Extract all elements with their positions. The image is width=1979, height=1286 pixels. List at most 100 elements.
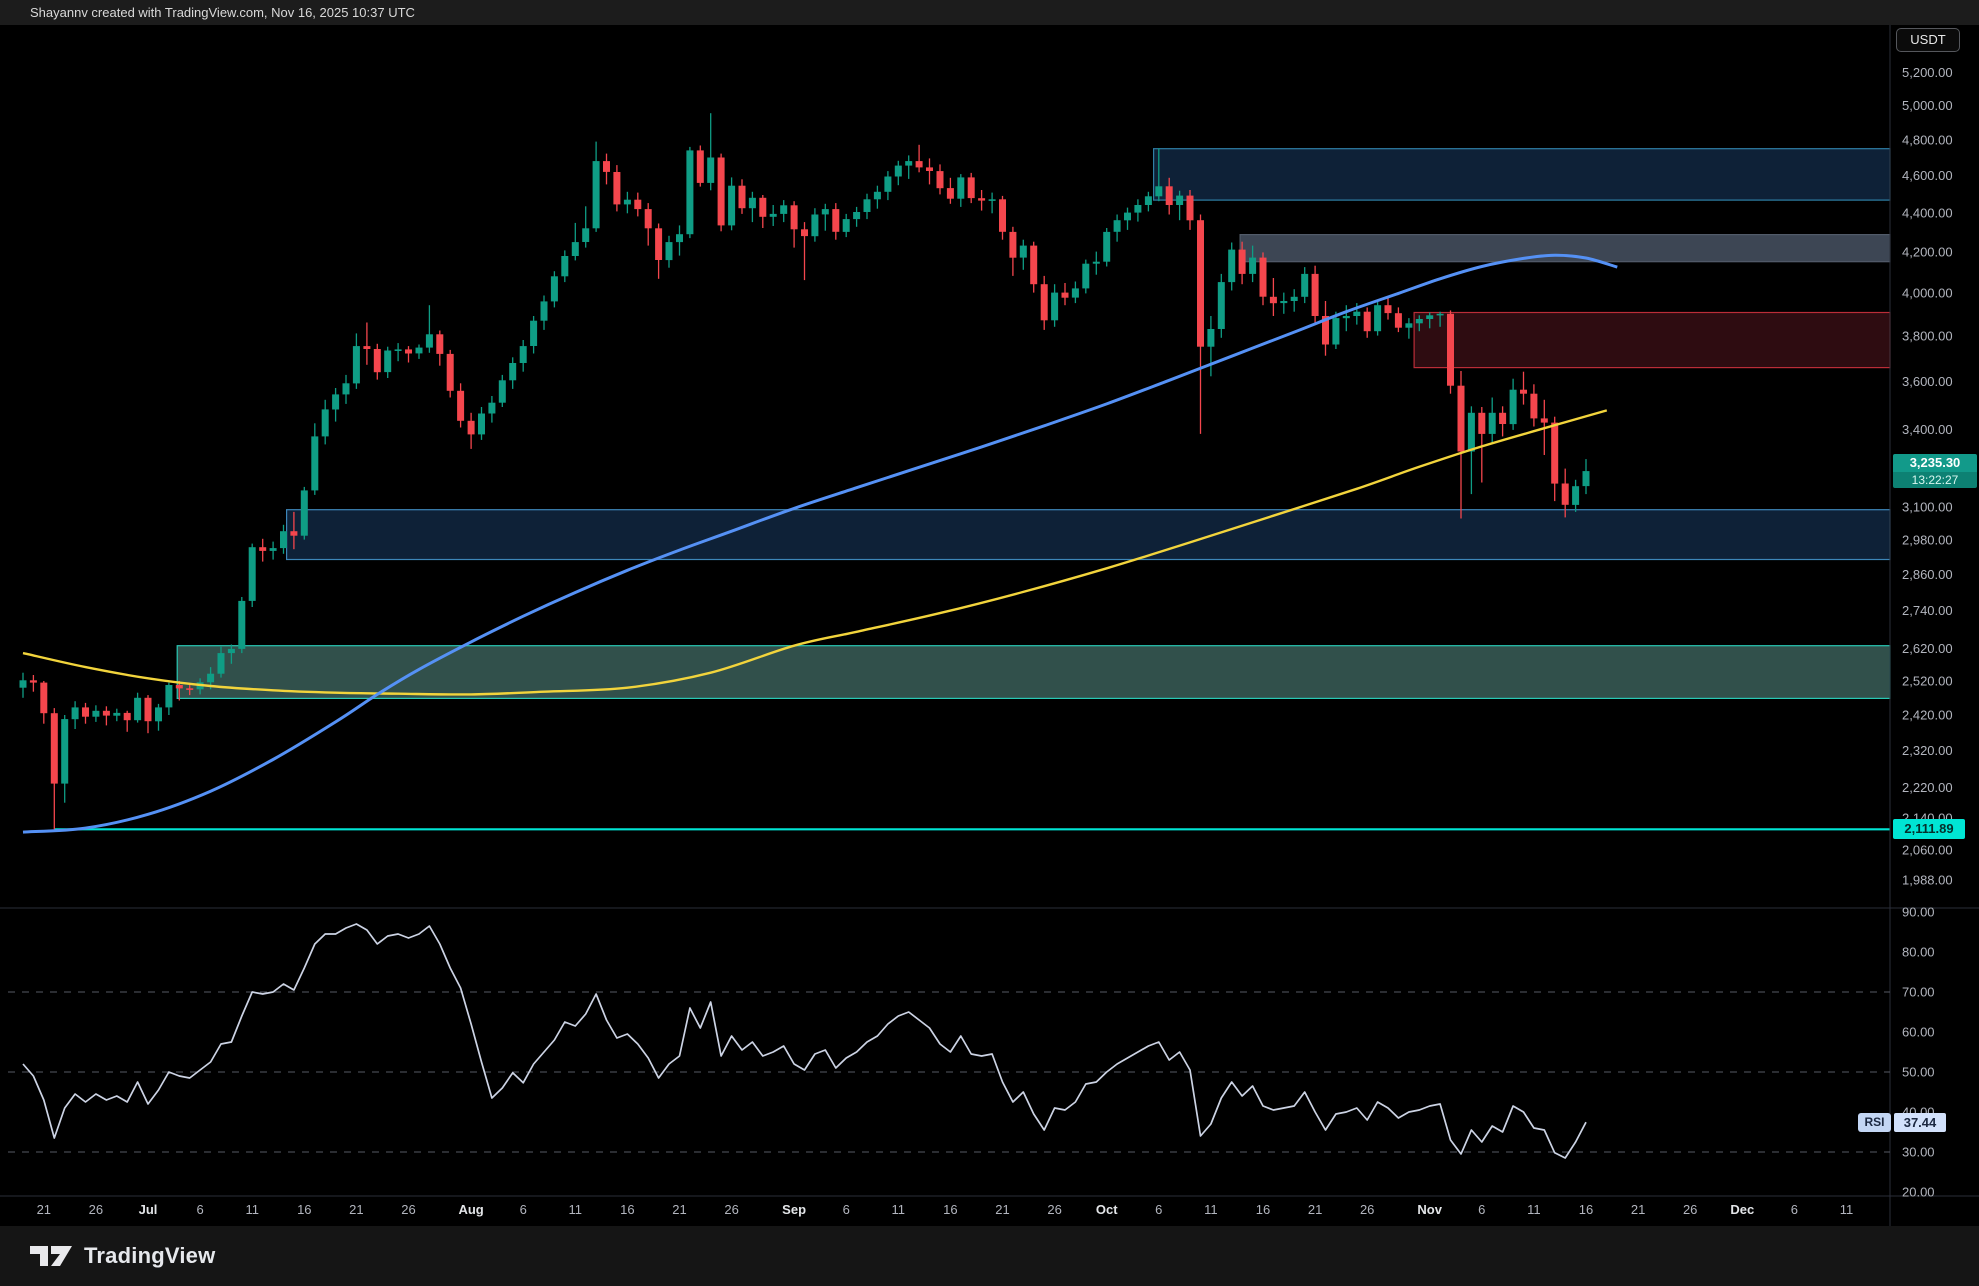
candle bbox=[186, 688, 194, 690]
price-zones[interactable] bbox=[176, 148, 1891, 700]
svg-text:11: 11 bbox=[892, 1202, 906, 1217]
svg-text:3,600.00: 3,600.00 bbox=[1902, 374, 1953, 389]
svg-text:2,980.00: 2,980.00 bbox=[1902, 533, 1953, 548]
zone-resistance-red bbox=[1413, 311, 1891, 369]
currency-toggle-button[interactable]: USDT bbox=[1896, 28, 1960, 52]
svg-text:26: 26 bbox=[1047, 1202, 1061, 1217]
candle bbox=[50, 713, 58, 784]
svg-text:21: 21 bbox=[349, 1202, 363, 1217]
time-axis[interactable]: 21 26 Jul 6 11 16 21 26 Aug 6 11 16 21 26 Sep 6 11 16 21 26… bbox=[37, 1202, 1854, 1217]
svg-text:90.00: 90.00 bbox=[1902, 905, 1935, 920]
candle bbox=[582, 228, 590, 242]
candle bbox=[227, 648, 235, 654]
svg-text:2,060.00: 2,060.00 bbox=[1902, 843, 1953, 858]
candle bbox=[1134, 205, 1142, 213]
attribution-text: Shayannv created with TradingView.com, N… bbox=[30, 5, 415, 20]
candle bbox=[113, 712, 121, 716]
candle bbox=[530, 320, 538, 346]
tradingview-brand-text[interactable]: TradingView bbox=[84, 1243, 216, 1268]
svg-text:6: 6 bbox=[843, 1202, 850, 1217]
candle bbox=[1197, 220, 1204, 347]
candle bbox=[1030, 245, 1038, 285]
svg-text:70.00: 70.00 bbox=[1902, 985, 1935, 1000]
candle bbox=[1301, 273, 1309, 297]
candle bbox=[1561, 483, 1569, 505]
candle bbox=[1551, 422, 1559, 484]
candle bbox=[821, 209, 829, 215]
svg-text:Dec: Dec bbox=[1730, 1202, 1754, 1217]
candle bbox=[717, 157, 725, 226]
rsi-indicator-label[interactable]: RSI bbox=[1858, 1113, 1891, 1132]
candle bbox=[1509, 389, 1517, 425]
svg-text:3,100.00: 3,100.00 bbox=[1902, 500, 1953, 515]
candle bbox=[592, 161, 600, 229]
candle bbox=[1488, 412, 1496, 434]
svg-text:5,200.00: 5,200.00 bbox=[1902, 65, 1953, 80]
candle bbox=[134, 697, 142, 721]
candle bbox=[82, 707, 89, 717]
candle bbox=[946, 188, 954, 199]
candle bbox=[1572, 486, 1580, 505]
zone-support-teal bbox=[176, 645, 1891, 700]
candle bbox=[571, 242, 579, 256]
candle bbox=[92, 710, 100, 717]
candle bbox=[894, 165, 902, 177]
rsi-value-axis-label: 37.44 bbox=[1894, 1113, 1946, 1132]
svg-text:4,400.00: 4,400.00 bbox=[1902, 205, 1953, 220]
candle bbox=[29, 680, 37, 683]
footer-bar: TradingView bbox=[0, 1226, 1979, 1286]
candle bbox=[1040, 284, 1048, 321]
candle bbox=[1499, 412, 1507, 424]
zone-resistance-upper-blue bbox=[1152, 148, 1891, 201]
candle bbox=[102, 710, 110, 716]
svg-text:21: 21 bbox=[672, 1202, 686, 1217]
tradingview-logo-icon[interactable] bbox=[28, 1241, 74, 1271]
bar-countdown: 13:22:27 bbox=[1893, 472, 1977, 488]
rsi-line bbox=[22, 923, 1587, 1159]
candle bbox=[1249, 257, 1257, 274]
svg-text:30.00: 30.00 bbox=[1902, 1145, 1935, 1160]
candle bbox=[1447, 313, 1454, 386]
candle bbox=[978, 198, 986, 201]
attribution-bar: Shayannv created with TradingView.com, N… bbox=[0, 0, 1979, 25]
ma-yellow-line[interactable] bbox=[22, 409, 1608, 696]
svg-text:2,320.00: 2,320.00 bbox=[1902, 743, 1953, 758]
candle bbox=[1478, 412, 1486, 434]
candle bbox=[1051, 292, 1059, 321]
svg-text:26: 26 bbox=[1683, 1202, 1697, 1217]
zone-support-mid-blue bbox=[286, 509, 1891, 561]
candle bbox=[123, 712, 131, 721]
candle bbox=[1269, 296, 1277, 304]
svg-text:6: 6 bbox=[520, 1202, 527, 1217]
candle bbox=[728, 185, 736, 226]
candle bbox=[384, 350, 392, 373]
svg-text:2,420.00: 2,420.00 bbox=[1902, 708, 1953, 723]
candle bbox=[207, 673, 215, 683]
svg-text:16: 16 bbox=[297, 1202, 311, 1217]
svg-text:2,620.00: 2,620.00 bbox=[1902, 641, 1953, 656]
svg-text:50.00: 50.00 bbox=[1902, 1065, 1935, 1080]
candle bbox=[1530, 393, 1538, 419]
svg-text:6: 6 bbox=[1155, 1202, 1162, 1217]
candle bbox=[686, 150, 694, 235]
candle bbox=[1155, 186, 1163, 197]
candle bbox=[488, 402, 496, 414]
candle bbox=[1009, 231, 1017, 258]
candle bbox=[394, 349, 402, 351]
candle bbox=[1374, 305, 1382, 332]
svg-text:21: 21 bbox=[37, 1202, 51, 1217]
candle bbox=[269, 548, 277, 551]
rsi-pane bbox=[8, 923, 1890, 1159]
candle bbox=[1405, 323, 1413, 328]
candle bbox=[1353, 311, 1361, 316]
ma-blue-line[interactable] bbox=[22, 253, 1618, 834]
candle bbox=[1332, 318, 1340, 345]
candle bbox=[1238, 249, 1246, 274]
svg-text:16: 16 bbox=[943, 1202, 957, 1217]
candle bbox=[1217, 282, 1225, 329]
price-axis[interactable]: 5,200.00 5,000.00 4,800.00 4,600.00 4,400.00… bbox=[1902, 65, 1953, 887]
candle bbox=[1311, 273, 1319, 316]
candle bbox=[332, 394, 340, 410]
